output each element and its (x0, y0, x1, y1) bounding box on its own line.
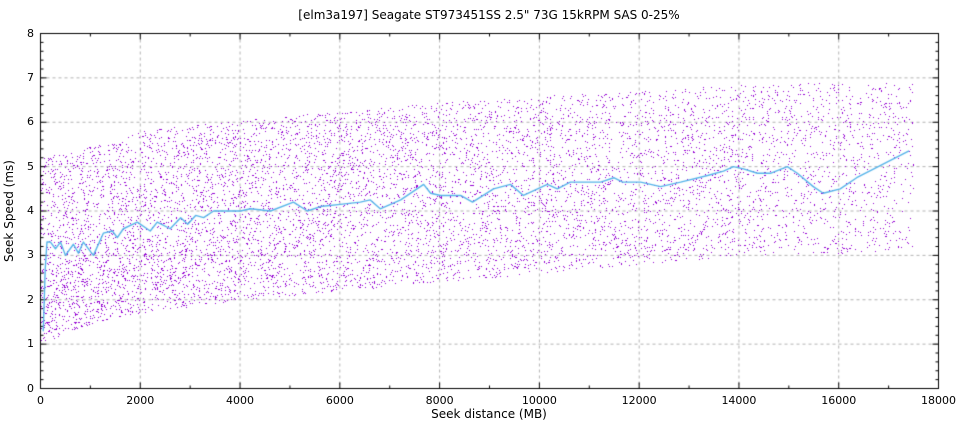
y-tick-label: 5 (27, 159, 34, 173)
x-tick-label: 4000 (226, 394, 255, 407)
x-axis-label: Seek distance (MB) (431, 407, 547, 421)
chart-title: [elm3a197] Seagate ST973451SS 2.5" 73G 1… (298, 8, 680, 22)
x-tick-label: 14000 (721, 394, 757, 407)
x-tick-label: 12000 (621, 394, 657, 407)
y-tick-label: 7 (27, 70, 34, 84)
y-tick-label: 1 (27, 337, 34, 351)
x-tick-label: 18000 (921, 394, 956, 407)
y-tick-label: 8 (27, 26, 34, 40)
y-tick-label: 6 (27, 115, 34, 129)
y-tick-label: 0 (27, 381, 34, 395)
y-tick-label: 4 (27, 204, 34, 217)
x-tick-label: 16000 (821, 394, 857, 407)
x-tick-label: 10000 (521, 394, 557, 407)
y-tick-label: 3 (27, 248, 34, 262)
x-tick-label: 0 (37, 394, 44, 407)
x-tick-label: 2000 (126, 394, 155, 407)
y-tick-label: 2 (27, 292, 34, 306)
x-tick-label: 8000 (425, 394, 454, 407)
x-tick-label: 6000 (325, 394, 354, 407)
